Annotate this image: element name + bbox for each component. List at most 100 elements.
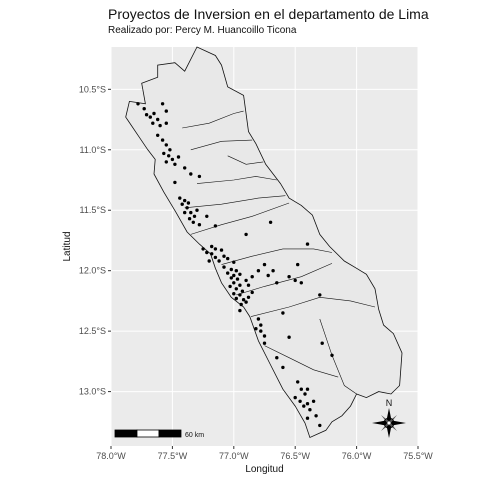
project-point — [330, 353, 334, 357]
project-point — [299, 387, 303, 391]
map-title: Proyectos de Inversion en el departament… — [108, 6, 429, 22]
project-point — [213, 224, 218, 228]
project-point — [197, 223, 202, 227]
project-point — [305, 242, 310, 246]
province-boundary — [221, 248, 333, 265]
north-arrow-ring — [383, 417, 395, 429]
project-point — [160, 102, 165, 106]
project-point — [189, 172, 193, 176]
project-point — [238, 272, 242, 276]
project-point — [180, 202, 184, 206]
map-subtitle: Realizado por: Percy M. Huancoillo Ticon… — [108, 25, 297, 36]
project-point — [183, 210, 187, 215]
province-boundary — [190, 139, 253, 151]
project-point — [246, 295, 251, 299]
project-point — [178, 196, 182, 200]
project-point — [191, 220, 195, 224]
y-axis-ticks: 10.5°S 11.0°S 11.5°S 12.0°S 12.5°S 13.0°S — [79, 84, 111, 397]
project-point — [308, 408, 312, 412]
y-tick-label: 13.0°S — [79, 387, 106, 397]
project-point — [250, 290, 254, 295]
project-point — [144, 113, 149, 117]
project-point — [136, 102, 140, 106]
x-axis-ticks: 78.0°W 77.5°W 77.0°W 76.5°W 76.0°W 75.5°W — [96, 446, 433, 461]
project-point — [299, 281, 303, 285]
project-point — [226, 256, 230, 261]
project-point — [170, 157, 175, 162]
project-point — [148, 115, 152, 119]
project-point — [303, 392, 307, 396]
project-point — [151, 121, 155, 125]
project-point — [287, 275, 291, 279]
project-point — [293, 395, 297, 400]
scale-bar-segment — [136, 429, 160, 438]
province-boundary — [184, 195, 286, 209]
project-point — [168, 148, 172, 152]
scale-bar: 60 km — [114, 429, 204, 439]
x-tick-label: 76.5°W — [280, 451, 310, 461]
x-axis-label: Longitud — [245, 464, 283, 475]
project-point — [164, 109, 168, 113]
project-point — [185, 206, 189, 210]
project-point — [296, 380, 300, 384]
y-tick-label: 11.5°S — [80, 205, 106, 215]
north-arrow-label: N — [386, 398, 393, 408]
project-point — [262, 262, 267, 267]
project-point — [173, 162, 177, 166]
project-points — [136, 102, 334, 428]
project-point — [205, 214, 209, 218]
project-point — [160, 138, 165, 142]
project-point — [239, 302, 243, 307]
project-point — [305, 402, 310, 406]
project-point — [275, 356, 279, 360]
project-point — [254, 327, 258, 331]
project-point — [262, 334, 267, 338]
province-boundary — [319, 318, 357, 395]
x-tick-label: 77.5°W — [158, 451, 188, 461]
project-point — [244, 232, 248, 237]
y-tick-label: 12.0°S — [79, 266, 106, 276]
north-arrow-icon: N — [372, 398, 406, 438]
project-point — [238, 308, 242, 313]
project-point — [238, 293, 242, 297]
project-point — [187, 217, 192, 221]
project-point — [262, 341, 267, 345]
project-point — [293, 278, 297, 283]
project-point — [256, 317, 261, 321]
project-point — [156, 117, 160, 122]
scale-bar-segment — [114, 429, 138, 438]
project-point — [259, 329, 263, 333]
project-point — [266, 273, 270, 278]
project-point — [229, 267, 233, 272]
project-point — [240, 289, 245, 293]
project-point — [314, 414, 318, 418]
province-boundary — [227, 155, 264, 165]
province-boundary — [250, 296, 376, 317]
project-point — [320, 341, 324, 345]
project-point — [210, 244, 214, 249]
project-point — [234, 269, 238, 273]
province-boundary — [196, 176, 277, 184]
province-boundary — [190, 202, 290, 235]
project-point — [259, 323, 263, 327]
project-point — [222, 265, 226, 269]
project-point — [241, 298, 246, 302]
project-point — [213, 247, 218, 251]
project-point — [256, 269, 261, 273]
x-tick-label: 76.0°W — [342, 451, 372, 461]
project-point — [281, 311, 285, 315]
project-point — [197, 174, 202, 179]
project-point — [205, 250, 209, 255]
province-boundary — [182, 110, 244, 129]
project-point — [238, 283, 242, 287]
project-point — [152, 111, 156, 116]
project-point — [192, 214, 197, 218]
project-point — [195, 208, 199, 212]
y-axis-label: Latitud — [62, 231, 73, 261]
project-point — [164, 160, 168, 164]
project-point — [210, 252, 214, 256]
x-tick-label: 78.0°W — [96, 451, 126, 461]
project-point — [305, 387, 310, 391]
scale-bar-segment — [158, 429, 182, 438]
